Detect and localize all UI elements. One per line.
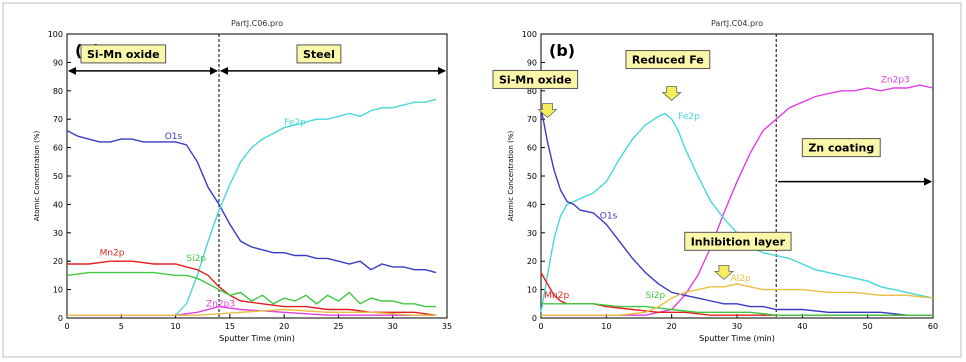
annotation-box-bg [492,69,579,89]
x-tick-label: 10 [170,322,180,331]
y-tick-label: 10 [527,286,537,295]
y-tick-label: 90 [53,58,63,67]
region-label-box-text: Steel [303,48,335,61]
series-line-fe2p [540,112,934,313]
x-tick-label: 25 [333,322,343,331]
series-label-o1s: O1s [165,132,183,142]
x-axis-label: Sputter Time (min) [219,334,295,343]
annotation-arrow-down [661,86,682,102]
chart-title: PartJ.C06.pro [231,19,283,28]
series-label-si2p: Si2p [646,291,666,301]
annotation-box-text: Reduced Fe [632,54,704,67]
y-tick-label: 30 [53,229,63,238]
series-line-al2p [541,283,934,316]
x-tick-label: 20 [279,322,289,331]
series-label-zn2p3: Zn2p3 [206,300,235,310]
annotation-box: Reduced Fe [625,50,711,70]
x-tick-label: 40 [797,322,807,331]
series-label-si2p: Si2p [186,254,206,264]
region-label-box: Steel [296,44,342,64]
y-tick-label: 20 [527,257,537,266]
x-tick-label: 20 [667,322,677,331]
annotation-box-bg [684,231,792,251]
panel-label: (b) [549,41,575,60]
annotation-box: Zn coating [801,138,881,158]
series-line-si2p [66,271,437,308]
y-tick-label: 90 [527,58,537,67]
y-tick-label: 10 [53,286,63,295]
x-tick-label: 10 [601,322,611,331]
region-label-box-bg [296,44,342,64]
x-tick-label: 15 [225,322,235,331]
y-tick-label: 80 [53,87,63,96]
x-axis-label: Sputter Time (min) [699,334,775,343]
y-tick-label: 80 [527,87,537,96]
series-label-fe2p: Fe2p [678,112,700,122]
y-tick-label: 0 [532,314,537,323]
annotation-box: Inhibition layer [684,231,792,251]
y-tick-label: 70 [527,115,537,124]
series-label-mn2p: Mn2p [544,291,569,301]
series-label-mn2p: Mn2p [100,249,125,259]
x-tick-label: 50 [863,322,873,331]
series-line-o1s [540,107,933,316]
series-line-si2p [541,303,933,316]
x-tick-label: 35 [442,322,452,331]
annotation-box: Si-Mn oxide [492,69,579,89]
x-tick-label: 30 [732,322,742,331]
series-label-o1s: O1s [600,212,618,222]
y-tick-label: 70 [53,115,63,124]
y-axis-label: Atomic Concentration (%) [507,131,515,222]
chart-title: PartJ.C04.pro [711,19,763,28]
y-tick-label: 60 [527,144,537,153]
region-label-box: Si-Mn oxide [80,44,167,64]
annotation-box-text: Zn coating [808,142,874,155]
annotation-arrow-down [713,265,734,280]
y-tick-label: 40 [527,200,537,209]
region-label-box-text: Si-Mn oxide [87,48,160,61]
y-tick-label: 100 [522,30,537,39]
series-label-al2p: Al2p [730,274,750,284]
x-tick-label: 0 [538,322,543,331]
plot-frame [66,33,448,319]
series-line-zn2p3 [541,84,934,316]
x-tick-label: 5 [119,322,124,331]
y-tick-label: 20 [53,257,63,266]
series-line-o1s [66,129,437,274]
region-label-box-bg [80,44,167,64]
series-label-fe2p: Fe2p [284,118,306,128]
annotation-arrow-down [537,103,558,119]
y-tick-label: 30 [527,229,537,238]
y-tick-label: 40 [53,200,63,209]
y-tick-label: 60 [53,144,63,153]
annotation-box-text: Si-Mn oxide [499,73,572,86]
x-tick-label: 60 [928,322,938,331]
annotation-box-bg [625,50,711,70]
panel-b: PartJ.C04.pro 0 10 20 30 40 50 60 0 10 20 30 40 50 60 7… [492,19,938,343]
y-tick-label: 100 [48,30,63,39]
panel-a: PartJ.C06.pro 0 5 10 15 20 25 30 35 0 10 20 30 40 50 60… [33,19,452,343]
annotation-box-text: Inhibition layer [691,235,786,248]
y-tick-label: 50 [53,172,63,181]
y-axis-label: Atomic Concentration (%) [33,131,41,222]
plot-frame [540,33,934,319]
y-tick-label: 0 [58,314,63,323]
y-tick-label: 50 [527,172,537,181]
series-label-zn2p3: Zn2p3 [881,75,910,85]
series-line-al2p [67,308,437,316]
annotation-box-bg [801,138,881,158]
x-tick-label: 30 [388,322,398,331]
x-tick-label: 0 [64,322,69,331]
